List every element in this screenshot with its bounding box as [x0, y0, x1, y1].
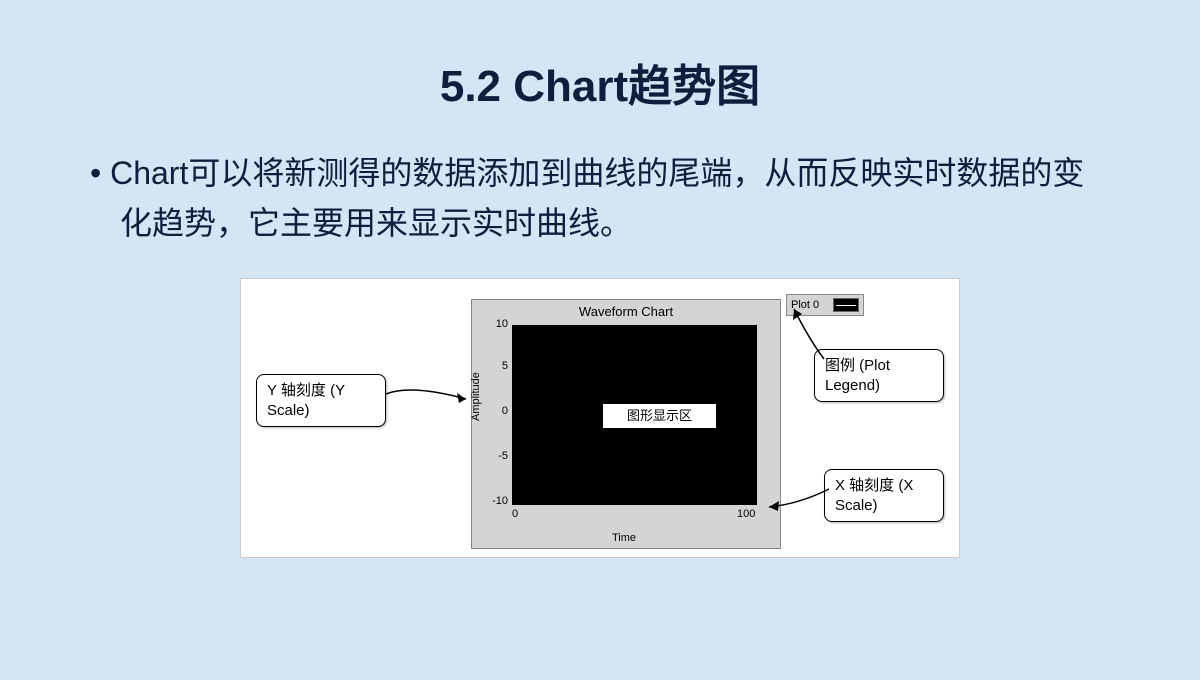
chart-title: Waveform Chart	[472, 300, 780, 323]
diagram-container: Y 轴刻度 (Y Scale) 图例 (Plot Legend) X 轴刻度 (…	[240, 278, 960, 558]
slide: 5.2 Chart趋势图 • Chart可以将新测得的数据添加到曲线的尾端，从而…	[0, 0, 1200, 680]
chart-panel: Waveform Chart 10 5 0 -5 -10 图形显示区 0 100…	[471, 299, 781, 549]
pointer-x-scale	[759, 479, 839, 519]
y-tick: -5	[484, 450, 508, 462]
y-tick: 5	[484, 360, 508, 372]
plot-area: 图形显示区	[512, 325, 757, 505]
slide-title: 5.2 Chart趋势图	[60, 50, 1140, 114]
y-tick: 10	[484, 318, 508, 330]
pointer-y-scale	[371, 374, 491, 429]
plot-center-label: 图形显示区	[602, 403, 717, 429]
x-axis-label: Time	[612, 532, 636, 544]
x-tick: 100	[737, 508, 755, 520]
callout-x-scale: X 轴刻度 (X Scale)	[824, 469, 944, 522]
y-tick: -10	[484, 495, 508, 507]
bullet-text: • Chart可以将新测得的数据添加到曲线的尾端，从而反映实时数据的变化趋势，它…	[90, 149, 1110, 248]
legend-line-icon	[833, 298, 859, 312]
callout-plot-legend: 图例 (Plot Legend)	[814, 349, 944, 402]
x-tick: 0	[512, 508, 518, 520]
pointer-legend	[779, 299, 829, 369]
callout-y-scale: Y 轴刻度 (Y Scale)	[256, 374, 386, 427]
